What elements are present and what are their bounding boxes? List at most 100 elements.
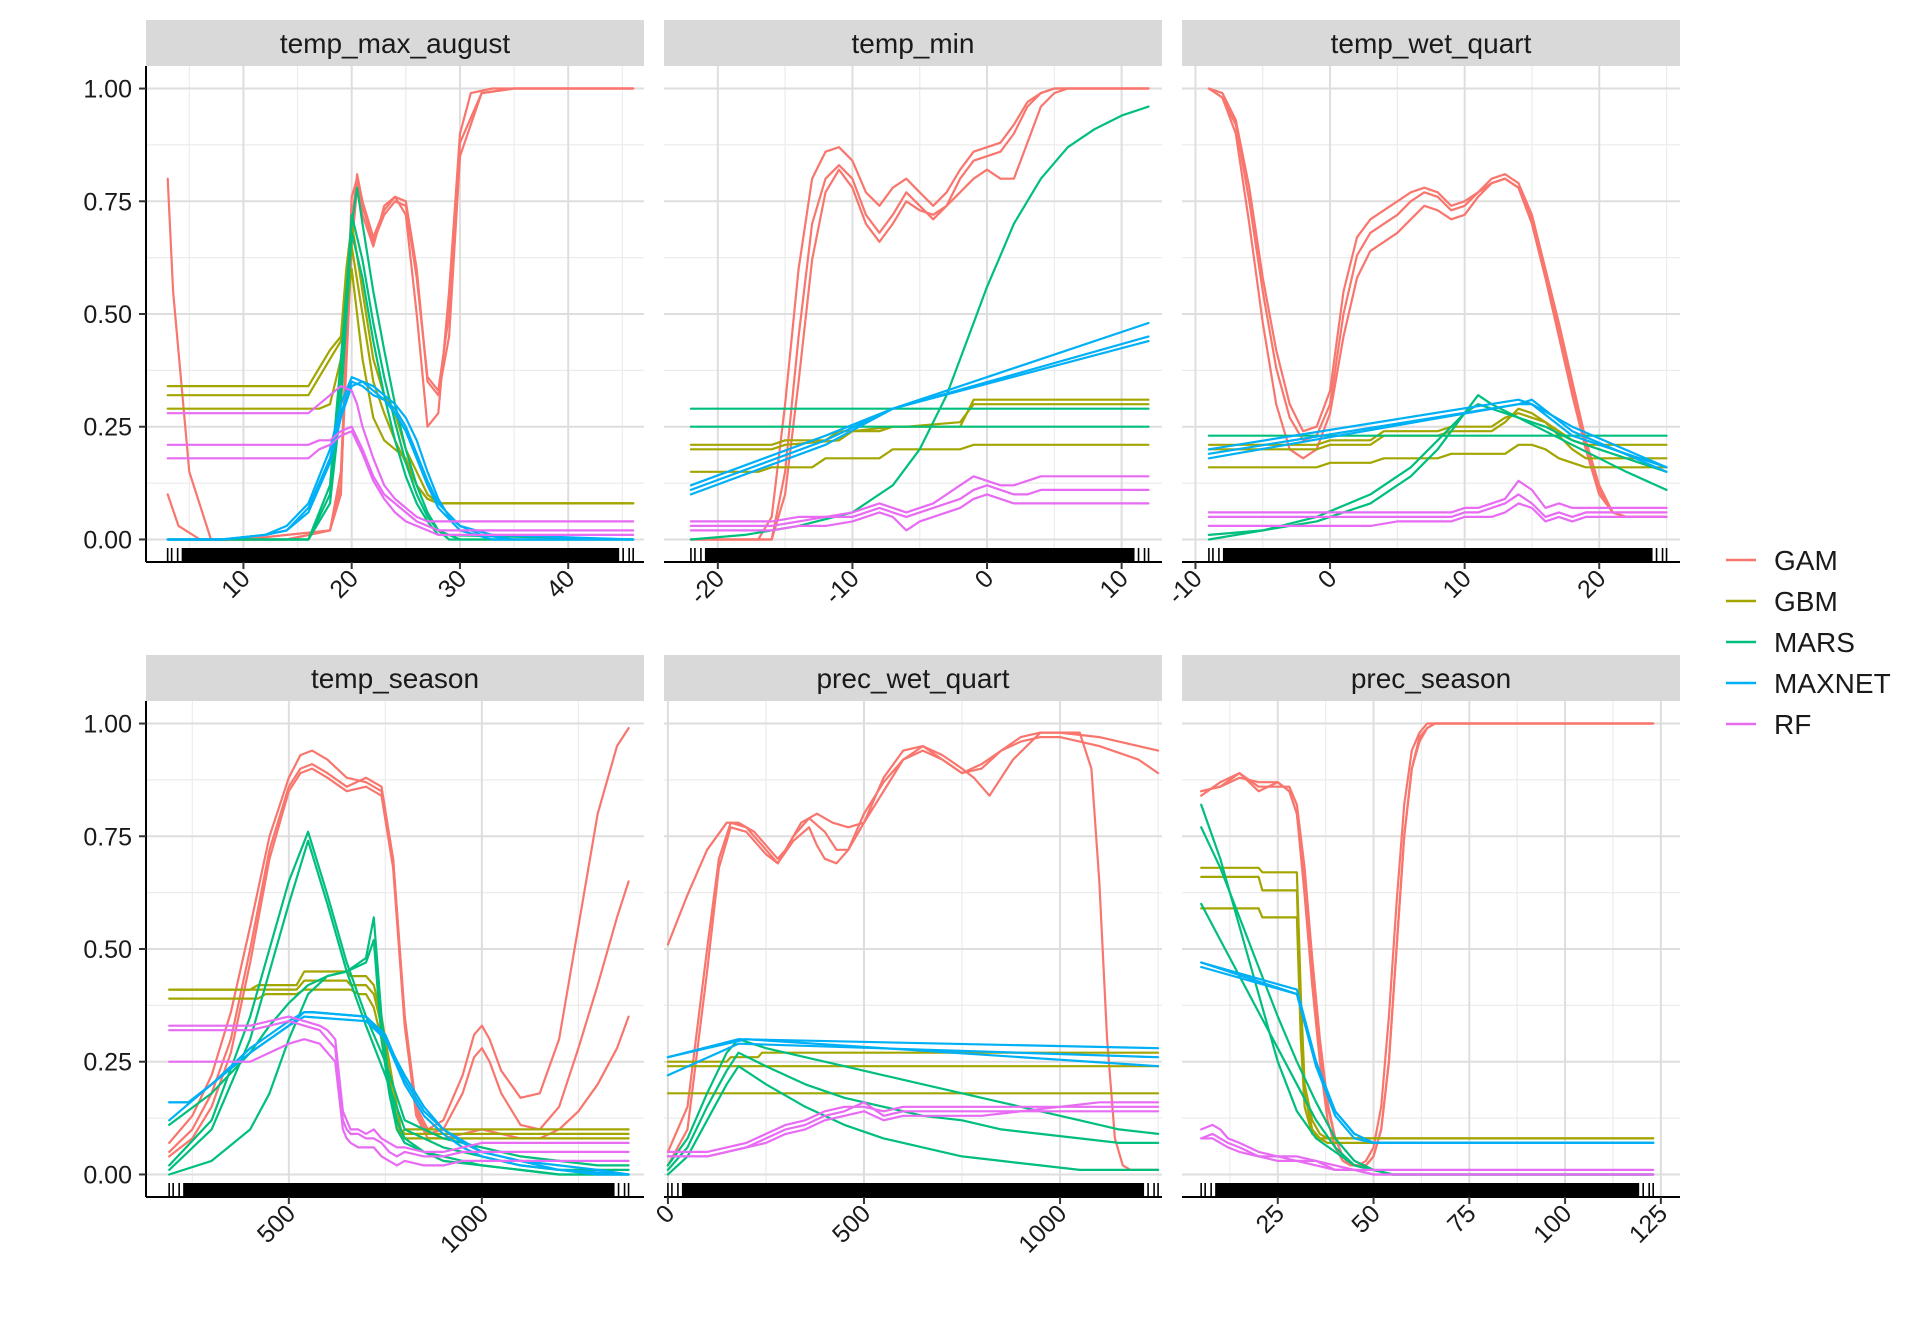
legend-item-mars: MARS: [1726, 627, 1855, 658]
x-tick-label: 10: [1437, 564, 1476, 603]
series-line-rf: [1200, 1137, 1655, 1176]
panel-temp_min: temp_min -20 -10 0 10: [664, 20, 1162, 610]
series-line-rf: [689, 493, 1150, 532]
rug: [1200, 1183, 1654, 1197]
x-tick-label: 500: [252, 1199, 301, 1248]
series-line-gam: [168, 767, 630, 1158]
series-line-rf: [1207, 502, 1668, 527]
rug-marks: [681, 1183, 1145, 1197]
panel-title: temp_season: [311, 663, 479, 694]
x-tick-label: 0: [1313, 564, 1343, 594]
series-line-maxnet: [166, 380, 635, 541]
panel-prec_season: prec_season 25 50 75 100 125: [1182, 655, 1680, 1249]
x-tick-label: 30: [433, 564, 472, 603]
series-line-maxnet: [666, 1042, 1160, 1077]
series-line-mars: [166, 231, 635, 541]
y-tick-label: 0.25: [83, 414, 132, 442]
x-tick-label: 50: [1346, 1199, 1385, 1238]
legend-item-rf: RF: [1726, 709, 1811, 740]
series-line-maxnet: [168, 1015, 630, 1176]
x-tick-label: 10: [216, 564, 255, 603]
series-line-gbm: [1200, 875, 1655, 1140]
series-line-gam: [1200, 722, 1655, 1167]
panel-title: temp_wet_quart: [1331, 28, 1532, 59]
rug: [667, 1183, 1159, 1197]
legend-label: GAM: [1774, 545, 1838, 576]
y-tick-label: 0.75: [83, 188, 132, 216]
rug-marks: [183, 1183, 615, 1197]
y-tick-label: 0.50: [83, 301, 132, 329]
x-tick-label: 20: [1572, 564, 1611, 603]
series-line-maxnet: [689, 335, 1150, 496]
x-tick-label: 1000: [435, 1199, 494, 1258]
x-tick-label: 20: [324, 564, 363, 603]
series-line-maxnet: [666, 1038, 1160, 1068]
x-tick-label: 75: [1442, 1199, 1481, 1238]
gridlines: [146, 66, 644, 562]
rug: [690, 548, 1150, 562]
series-line-gbm: [168, 979, 630, 1135]
x-tick-label: 25: [1251, 1199, 1290, 1238]
series-line-mars: [1200, 803, 1655, 1176]
panel-temp_max_august: temp_max_august 0.00 0.25 0.50 0.75 1.00 10 20 3…: [83, 20, 644, 604]
series-line-mars: [166, 213, 635, 541]
series-line-gam: [666, 736, 1160, 1167]
series-line-gbm: [166, 222, 635, 505]
series-line-mars: [666, 1065, 1160, 1176]
x-tick-label: -10: [1162, 564, 1207, 609]
series-line-gam: [1200, 722, 1655, 1167]
x-tick-label: 1000: [1013, 1199, 1072, 1258]
series-line-rf: [168, 1015, 630, 1153]
series-line-rf: [166, 430, 635, 536]
rug-marks: [704, 548, 1135, 562]
strip-background: [664, 655, 1162, 701]
rug-marks: [181, 548, 620, 562]
x-tick-label: 100: [1528, 1199, 1577, 1248]
legend: GAM GBM MARS MAXNET RF: [1726, 545, 1891, 740]
legend-item-gbm: GBM: [1726, 586, 1838, 617]
x-tick-label: 125: [1624, 1199, 1673, 1248]
series-line-mars: [1200, 826, 1655, 1176]
legend-item-maxnet: MAXNET: [1726, 668, 1891, 699]
strip-background: [1182, 655, 1680, 701]
series-line-gbm: [1200, 866, 1655, 1140]
series-line-mars: [1200, 902, 1655, 1176]
rug: [166, 548, 634, 562]
series-line-maxnet: [1207, 398, 1668, 473]
y-tick-label: 0.25: [83, 1049, 132, 1077]
series-line-gam: [666, 731, 1160, 1153]
y-tick-label: 1.00: [83, 76, 132, 104]
panels-layer: temp_max_august 0.00 0.25 0.50 0.75 1.00 10 20 3…: [83, 20, 1680, 1259]
series-line-rf: [166, 425, 635, 532]
legend-label: MAXNET: [1774, 668, 1891, 699]
series-line-gam: [1207, 87, 1668, 518]
series-line-gbm: [666, 1051, 1160, 1063]
x-tick-label: 0: [970, 564, 1000, 594]
series-line-gbm: [168, 970, 630, 1135]
series-line-gam: [1207, 87, 1668, 518]
series-line-mars: [168, 830, 630, 1167]
x-tick-label: -10: [819, 564, 864, 609]
series-line-gbm: [1207, 443, 1668, 469]
strip-background: [146, 655, 644, 701]
panel-title: temp_min: [852, 28, 975, 59]
legend-label: GBM: [1774, 586, 1838, 617]
x-tick-label: -20: [685, 564, 730, 609]
series-line-maxnet: [168, 1011, 630, 1176]
series-line-mars: [166, 186, 635, 541]
series-line-gam: [689, 87, 1150, 541]
rug: [1208, 548, 1668, 562]
series-line-gbm: [1200, 907, 1655, 1144]
gridlines: [1182, 701, 1680, 1197]
x-tick-label: 10: [1094, 564, 1133, 603]
series-line-gbm: [166, 267, 635, 505]
strip-background: [664, 20, 1162, 66]
panel-prec_wet_quart: prec_wet_quart 0 500 1000: [651, 655, 1162, 1259]
series-line-gbm: [689, 403, 1150, 451]
x-tick-label: 0: [651, 1199, 681, 1229]
series-lines: [168, 727, 630, 1176]
series-lines: [1200, 722, 1655, 1176]
series-line-rf: [1207, 493, 1668, 518]
gridlines: [664, 66, 1162, 562]
series-lines: [1207, 87, 1668, 541]
